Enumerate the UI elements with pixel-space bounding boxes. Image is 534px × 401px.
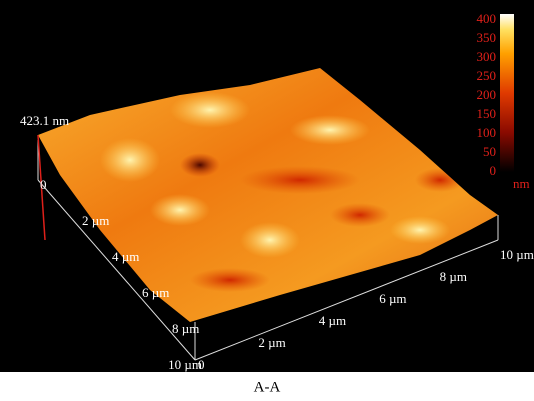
colorbar-unit: nm xyxy=(513,176,530,191)
colorbar xyxy=(500,14,514,172)
caption: A-A xyxy=(254,379,281,395)
left-axis-label: 10 µm xyxy=(168,357,202,372)
left-axis-label: 2 µm xyxy=(82,213,109,228)
left-axis-label: 6 µm xyxy=(142,285,169,300)
axes-box xyxy=(37,140,499,361)
height-label: 423.1 nm xyxy=(20,113,69,128)
left-axis-label: 8 µm xyxy=(172,321,199,336)
right-axis-label: 8 µm xyxy=(440,269,467,284)
right-axis-label: 0 xyxy=(198,357,205,372)
right-axis-label: 10 µm xyxy=(500,247,534,262)
left-axis-label: 0 xyxy=(40,177,47,192)
right-axis-label: 4 µm xyxy=(319,313,346,328)
colorbar-tick-label: 0 xyxy=(490,163,497,178)
colorbar-tick-label: 150 xyxy=(477,106,497,121)
colorbar-tick-label: 250 xyxy=(477,68,497,83)
right-axis-label: 2 µm xyxy=(258,335,285,350)
colorbar-tick-label: 350 xyxy=(477,30,497,45)
colorbar-tick-label: 50 xyxy=(483,144,496,159)
colorbar-tick-label: 100 xyxy=(477,125,497,140)
colorbar-tick-label: 200 xyxy=(477,87,497,102)
colorbar-tick-label: 300 xyxy=(477,49,497,64)
left-axis-label: 4 µm xyxy=(112,249,139,264)
right-axis-label: 6 µm xyxy=(379,291,406,306)
colorbar-tick-label: 400 xyxy=(477,11,497,26)
height-marker xyxy=(37,134,46,241)
